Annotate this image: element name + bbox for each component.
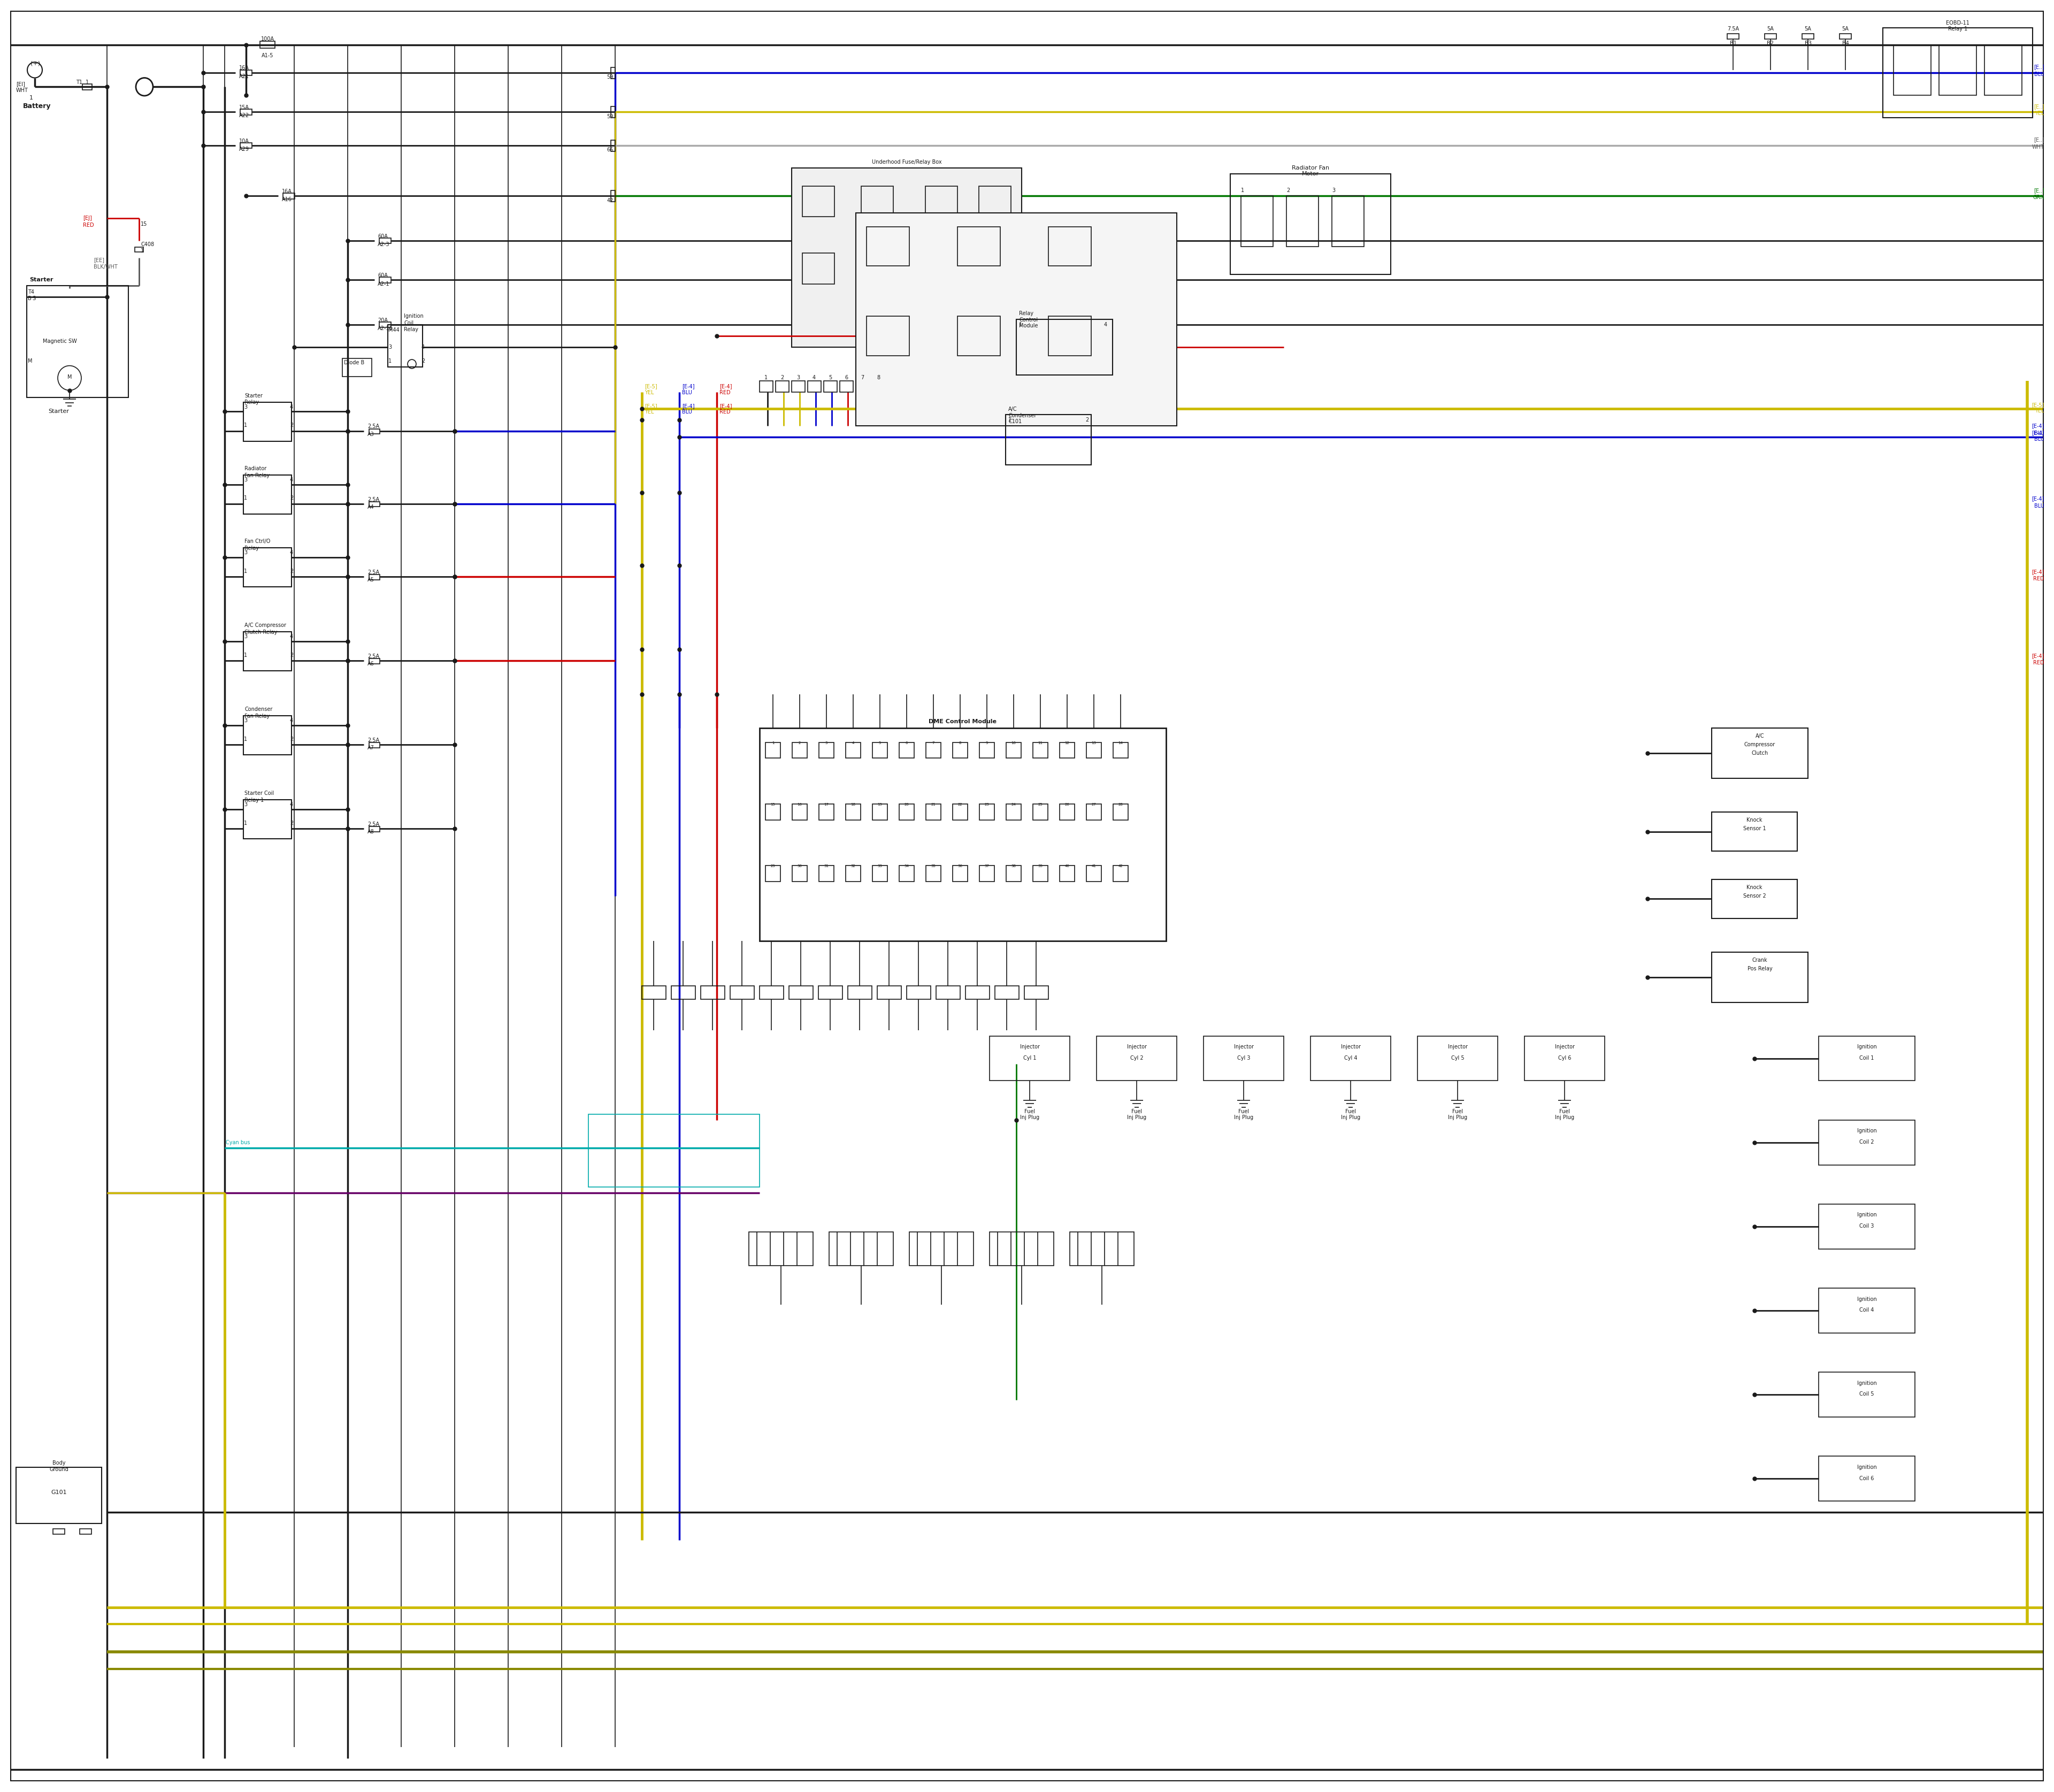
Text: BLU: BLU <box>2033 430 2044 435</box>
Text: A1-5: A1-5 <box>261 54 273 59</box>
Bar <box>53 1529 66 1534</box>
Text: Coil 3: Coil 3 <box>1859 1224 1873 1229</box>
Text: 42: 42 <box>606 197 614 202</box>
Bar <box>1048 228 1091 265</box>
Text: 100A: 100A <box>261 36 273 41</box>
Bar <box>1060 742 1074 758</box>
Bar <box>1818 1373 1914 1417</box>
Bar <box>990 1036 1070 1081</box>
Text: Fuel
Inj Plug: Fuel Inj Plug <box>1021 1109 1039 1120</box>
Bar <box>370 826 380 831</box>
Text: Crank: Crank <box>1752 957 1766 962</box>
Text: Starter Coil: Starter Coil <box>244 790 273 796</box>
Bar <box>861 253 893 283</box>
Text: [E-4]
RED: [E-4] RED <box>719 383 731 396</box>
Text: 60A: 60A <box>378 272 388 278</box>
Text: 2: 2 <box>799 742 801 745</box>
Bar <box>1818 1120 1914 1165</box>
Text: Fuel
Inj Plug: Fuel Inj Plug <box>1128 1109 1146 1120</box>
Bar <box>820 866 834 882</box>
Text: (+): (+) <box>31 61 41 66</box>
Bar <box>1801 34 1814 39</box>
Text: 1: 1 <box>29 95 33 100</box>
Bar <box>261 41 275 48</box>
Text: A2-11: A2-11 <box>378 326 392 332</box>
Bar <box>926 742 941 758</box>
Text: Injector: Injector <box>1128 1045 1146 1050</box>
Text: Relay: Relay <box>405 326 419 332</box>
Bar <box>830 1233 893 1265</box>
Text: [EJ]: [EJ] <box>82 215 92 220</box>
Bar <box>873 805 887 821</box>
Text: 3: 3 <box>826 742 828 745</box>
Bar <box>240 109 253 115</box>
Bar <box>994 986 1019 1000</box>
Text: 59: 59 <box>606 113 614 118</box>
Text: Ignition: Ignition <box>405 314 423 319</box>
Bar <box>840 382 852 392</box>
Bar <box>766 805 781 821</box>
Text: B: B <box>29 296 31 301</box>
Bar <box>1113 742 1128 758</box>
Text: Ignition: Ignition <box>1857 1045 1877 1050</box>
Text: 14: 14 <box>1117 742 1124 745</box>
Text: Starter: Starter <box>244 392 263 398</box>
Bar <box>1711 952 1808 1002</box>
Bar <box>700 986 725 1000</box>
Text: A8: A8 <box>368 830 374 835</box>
Bar <box>926 253 957 283</box>
Bar <box>1006 805 1021 821</box>
Bar <box>1097 1036 1177 1081</box>
Bar <box>990 1233 1054 1265</box>
Text: [E-4]
BLU: [E-4] BLU <box>2031 430 2044 441</box>
Bar <box>926 805 941 821</box>
Bar <box>1060 866 1074 882</box>
Text: 2: 2 <box>290 821 294 826</box>
Text: 1: 1 <box>244 568 246 573</box>
Text: Coil 6: Coil 6 <box>1859 1475 1873 1480</box>
Text: 20: 20 <box>904 803 910 806</box>
Bar <box>1113 805 1128 821</box>
Bar <box>957 228 1000 265</box>
Text: 1: 1 <box>244 423 246 428</box>
Text: 59: 59 <box>606 75 614 81</box>
Text: 11: 11 <box>1037 742 1043 745</box>
Text: [E-4]
BLU: [E-4] BLU <box>682 403 694 414</box>
Text: Cyl 4: Cyl 4 <box>1343 1055 1358 1061</box>
Bar <box>380 238 390 244</box>
Text: 22: 22 <box>957 803 963 806</box>
Bar <box>1048 317 1091 355</box>
Text: 40: 40 <box>1064 866 1070 867</box>
Bar <box>283 194 294 199</box>
Text: 17: 17 <box>824 803 830 806</box>
Bar <box>953 805 967 821</box>
Bar <box>793 866 807 882</box>
Text: GRN: GRN <box>2033 195 2044 201</box>
Text: 3: 3 <box>244 405 246 410</box>
Text: Radiator: Radiator <box>244 466 267 471</box>
Text: 8: 8 <box>877 375 879 380</box>
Text: G101: G101 <box>51 1489 68 1495</box>
Text: Condenser: Condenser <box>244 706 273 711</box>
Text: Ignition: Ignition <box>1857 1464 1877 1469</box>
Bar <box>766 866 781 882</box>
Bar <box>242 715 292 754</box>
Text: Injector: Injector <box>1448 1045 1467 1050</box>
Text: 1: 1 <box>772 742 774 745</box>
Text: 2: 2 <box>1286 188 1290 194</box>
Bar <box>1764 34 1777 39</box>
Bar <box>1006 414 1091 464</box>
Bar <box>873 866 887 882</box>
Text: 3: 3 <box>244 634 246 640</box>
Bar <box>817 986 842 1000</box>
Text: Relay
Control
Module: Relay Control Module <box>1019 310 1037 328</box>
Text: Cyl 1: Cyl 1 <box>1023 1055 1035 1061</box>
Text: 3: 3 <box>244 477 246 482</box>
Bar <box>1025 986 1048 1000</box>
Text: [E-5]
YEL: [E-5] YEL <box>645 403 657 414</box>
Text: 1: 1 <box>1019 323 1023 328</box>
Text: Fan Relay: Fan Relay <box>244 713 269 719</box>
Text: 16A: 16A <box>281 188 292 194</box>
Bar <box>1230 174 1391 274</box>
Text: [E-4]: [E-4] <box>2031 496 2044 502</box>
